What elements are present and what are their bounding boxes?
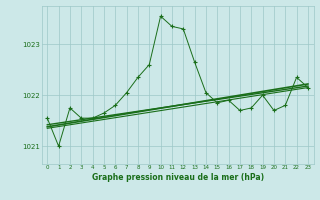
X-axis label: Graphe pression niveau de la mer (hPa): Graphe pression niveau de la mer (hPa) bbox=[92, 173, 264, 182]
